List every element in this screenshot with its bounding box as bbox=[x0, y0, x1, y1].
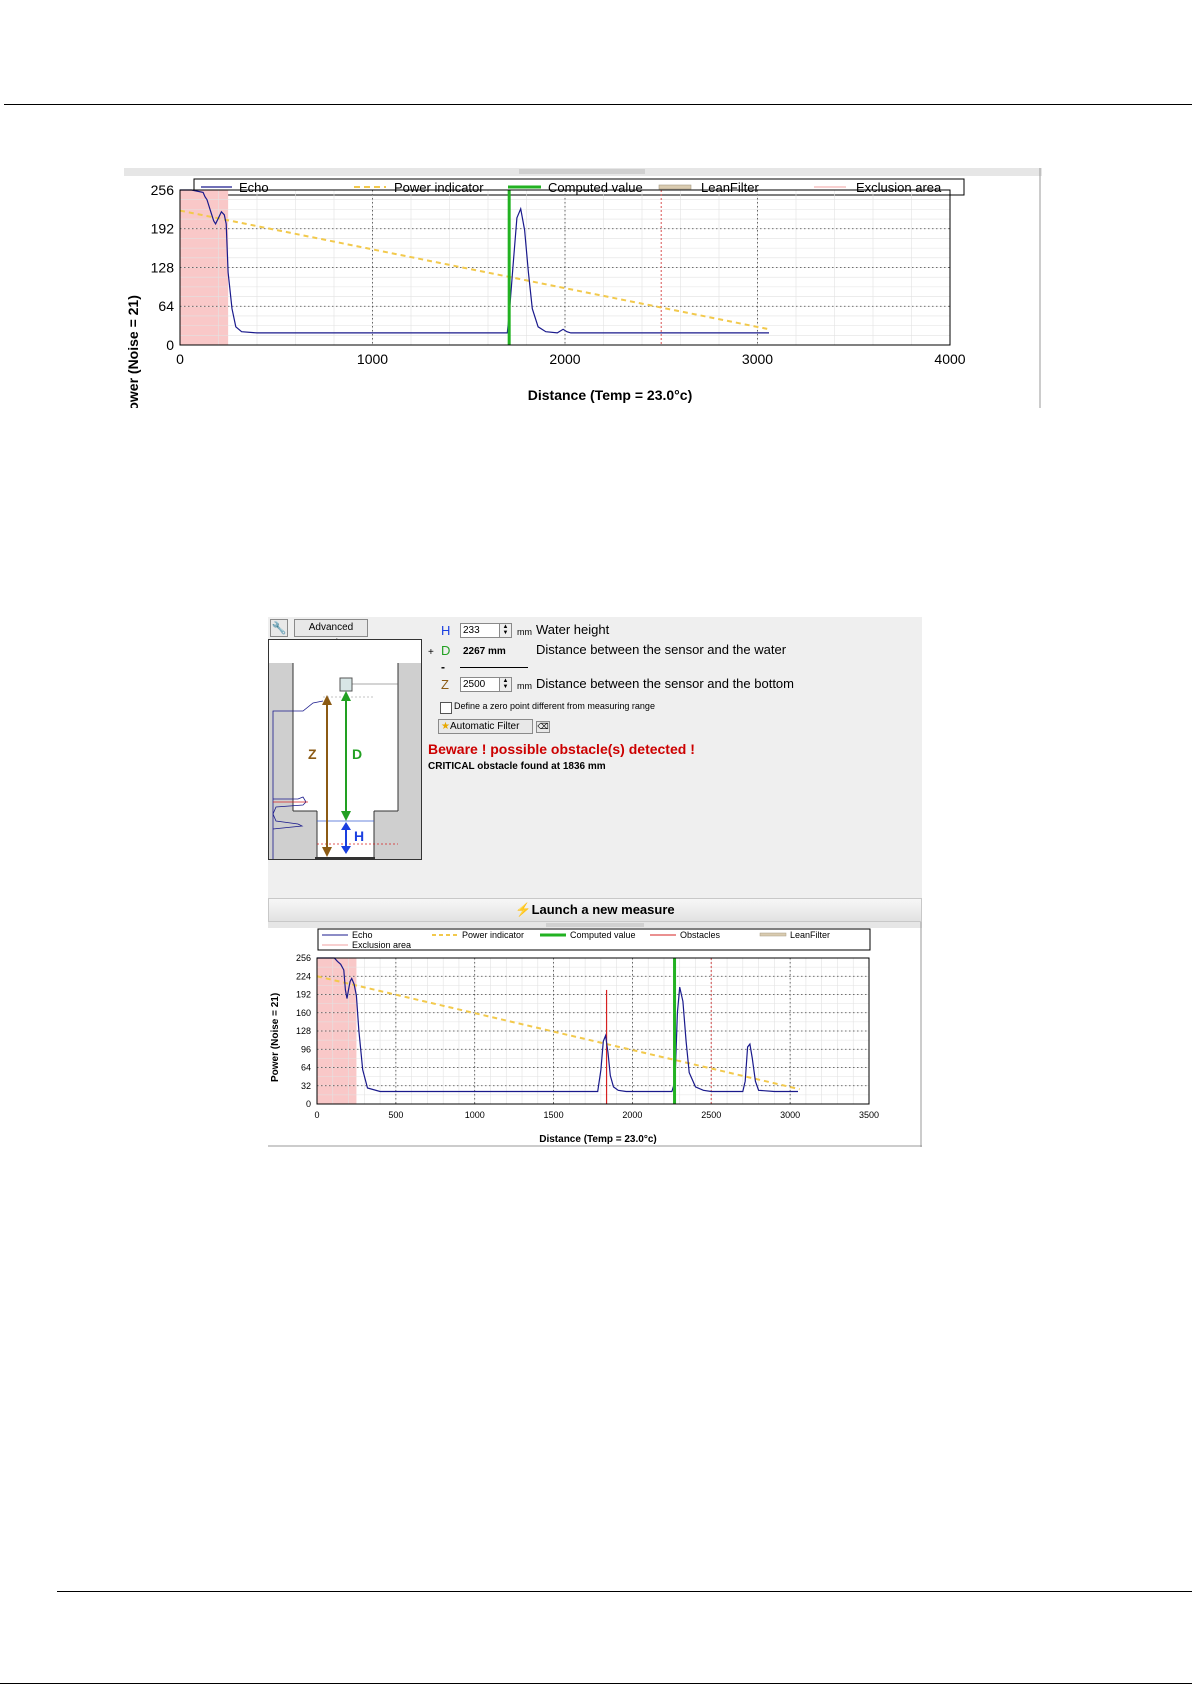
x-tick-label: 1000 bbox=[465, 1110, 485, 1120]
footer-rule-bottom bbox=[0, 1683, 1192, 1684]
x-tick-label: 3500 bbox=[859, 1110, 879, 1120]
echo-series-line bbox=[317, 957, 798, 1093]
x-tick-label: 500 bbox=[388, 1110, 403, 1120]
h-unit: mm bbox=[517, 627, 532, 637]
legend-echo: Echo bbox=[352, 930, 373, 940]
zero-point-checkbox[interactable] bbox=[440, 702, 452, 714]
x-tick-label: 4000 bbox=[934, 351, 965, 367]
legend-leanfilter: LeanFilter bbox=[790, 930, 830, 940]
power-indicator-line bbox=[179, 209, 770, 331]
legend-power: Power indicator bbox=[394, 180, 484, 195]
legend-computed: Computed value bbox=[548, 180, 643, 195]
plus-sign: + bbox=[428, 647, 434, 658]
water-height-input[interactable]: 233 ▲ ▼ bbox=[460, 623, 512, 638]
header-rule bbox=[4, 104, 1192, 105]
legend-computed: Computed value bbox=[570, 930, 636, 940]
y-tick-label: 64 bbox=[158, 298, 174, 314]
d-value: 2267 mm bbox=[463, 646, 506, 657]
chart1-legend: Echo Power indicator Computed value Lean… bbox=[193, 178, 965, 196]
y-tick-label: 192 bbox=[151, 221, 175, 237]
splitter-grip[interactable] bbox=[519, 169, 645, 174]
y-tick-label: 0 bbox=[306, 1099, 311, 1109]
y-tick-label: 32 bbox=[301, 1081, 311, 1091]
h-letter: H bbox=[441, 623, 451, 638]
chart2-legend: Echo Power indicator Computed value Obst… bbox=[317, 928, 871, 951]
plot-frame bbox=[179, 189, 951, 346]
x-tick-label: 0 bbox=[176, 351, 184, 367]
y-tick-label: 64 bbox=[301, 1063, 311, 1073]
x-tick-label: 1500 bbox=[544, 1110, 564, 1120]
x-tick-label: 2000 bbox=[622, 1110, 642, 1120]
y-tick-label: 160 bbox=[296, 1008, 311, 1018]
y-axis-label: Power (Noise = 21) bbox=[270, 993, 281, 1082]
diagram-d-label: D bbox=[352, 746, 362, 762]
legend-leanfilter: LeanFilter bbox=[701, 180, 759, 195]
x-tick-label: 2000 bbox=[549, 351, 580, 367]
y-axis-label: Power (Noise = 21) bbox=[125, 295, 141, 408]
y-tick-label: 0 bbox=[166, 337, 174, 353]
legend-echo: Echo bbox=[239, 180, 269, 195]
y-tick-label: 256 bbox=[151, 182, 175, 198]
legend-exclusion: Exclusion area bbox=[352, 940, 411, 950]
splitter-grip[interactable] bbox=[546, 923, 644, 927]
x-tick-label: 2500 bbox=[701, 1110, 721, 1120]
y-tick-label: 224 bbox=[296, 971, 311, 981]
legend-obstacles: Obstacles bbox=[680, 930, 721, 940]
automatic-filter-button[interactable]: ★Automatic Filter bbox=[438, 719, 533, 734]
wrench-icon: 🔧 bbox=[271, 621, 287, 635]
y-tick-label: 256 bbox=[296, 953, 311, 963]
power-indicator-line bbox=[316, 975, 800, 1091]
spinner-arrows-icon[interactable]: ▲ ▼ bbox=[499, 624, 511, 637]
x-tick-label: 1000 bbox=[357, 351, 388, 367]
echo-chart-2: Echo Power indicator Computed value Obst… bbox=[268, 922, 922, 1147]
sensor-bottom-input[interactable]: 2500 ▲ ▼ bbox=[460, 677, 512, 692]
plot-frame bbox=[316, 957, 870, 1105]
y-tick-label: 96 bbox=[301, 1044, 311, 1054]
legend-exclusion: Exclusion area bbox=[856, 180, 942, 195]
d-description: Distance between the sensor and the wate… bbox=[536, 642, 787, 657]
obstacle-warning: Beware ! possible obstacle(s) detected ! bbox=[428, 741, 695, 757]
advanced-mode-button[interactable]: Advanced Mode bbox=[294, 619, 368, 649]
y-tick-label: 128 bbox=[151, 259, 175, 275]
backspace-icon: ⌫ bbox=[537, 722, 549, 731]
y-tick-label: 192 bbox=[296, 990, 311, 1000]
legend-power: Power indicator bbox=[462, 930, 524, 940]
spinner-arrows-icon[interactable]: ▲ ▼ bbox=[499, 678, 511, 691]
x-axis-label: Distance (Temp = 23.0°c) bbox=[539, 1134, 656, 1145]
x-tick-label: 0 bbox=[314, 1110, 319, 1120]
echo-series-line bbox=[180, 189, 769, 334]
footer-rule-top bbox=[57, 1591, 1192, 1592]
x-tick-label: 3000 bbox=[780, 1110, 800, 1120]
h-description: Water height bbox=[536, 622, 610, 637]
star-icon: ★ bbox=[441, 721, 450, 732]
critical-obstacle-text: CRITICAL obstacle found at 1836 mm bbox=[428, 761, 606, 772]
y-tick-label: 128 bbox=[296, 1026, 311, 1036]
z-description: Distance between the sensor and the bott… bbox=[536, 676, 794, 691]
tank-diagram: Z D H bbox=[268, 639, 422, 860]
sum-separator bbox=[460, 667, 528, 668]
diagram-h-label: H bbox=[354, 828, 364, 844]
wrench-button[interactable]: 🔧 bbox=[270, 619, 288, 637]
lightning-icon: ⚡ bbox=[515, 902, 532, 917]
minus-sign: - bbox=[441, 660, 445, 674]
z-letter: Z bbox=[441, 677, 449, 692]
d-letter: D bbox=[441, 643, 451, 658]
zero-point-label: Define a zero point different from measu… bbox=[454, 701, 655, 711]
z-unit: mm bbox=[517, 681, 532, 691]
diagram-z-label: Z bbox=[308, 746, 317, 762]
clear-filter-button[interactable]: ⌫ bbox=[536, 721, 550, 733]
launch-measure-button[interactable]: ⚡Launch a new measure bbox=[268, 898, 922, 922]
echo-chart-1: Echo Power indicator Computed value Lean… bbox=[124, 168, 1042, 408]
x-tick-label: 3000 bbox=[742, 351, 773, 367]
measure-panel: 🔧 Advanced Mode Z bbox=[268, 617, 922, 923]
x-axis-label: Distance (Temp = 23.0°c) bbox=[528, 387, 692, 403]
